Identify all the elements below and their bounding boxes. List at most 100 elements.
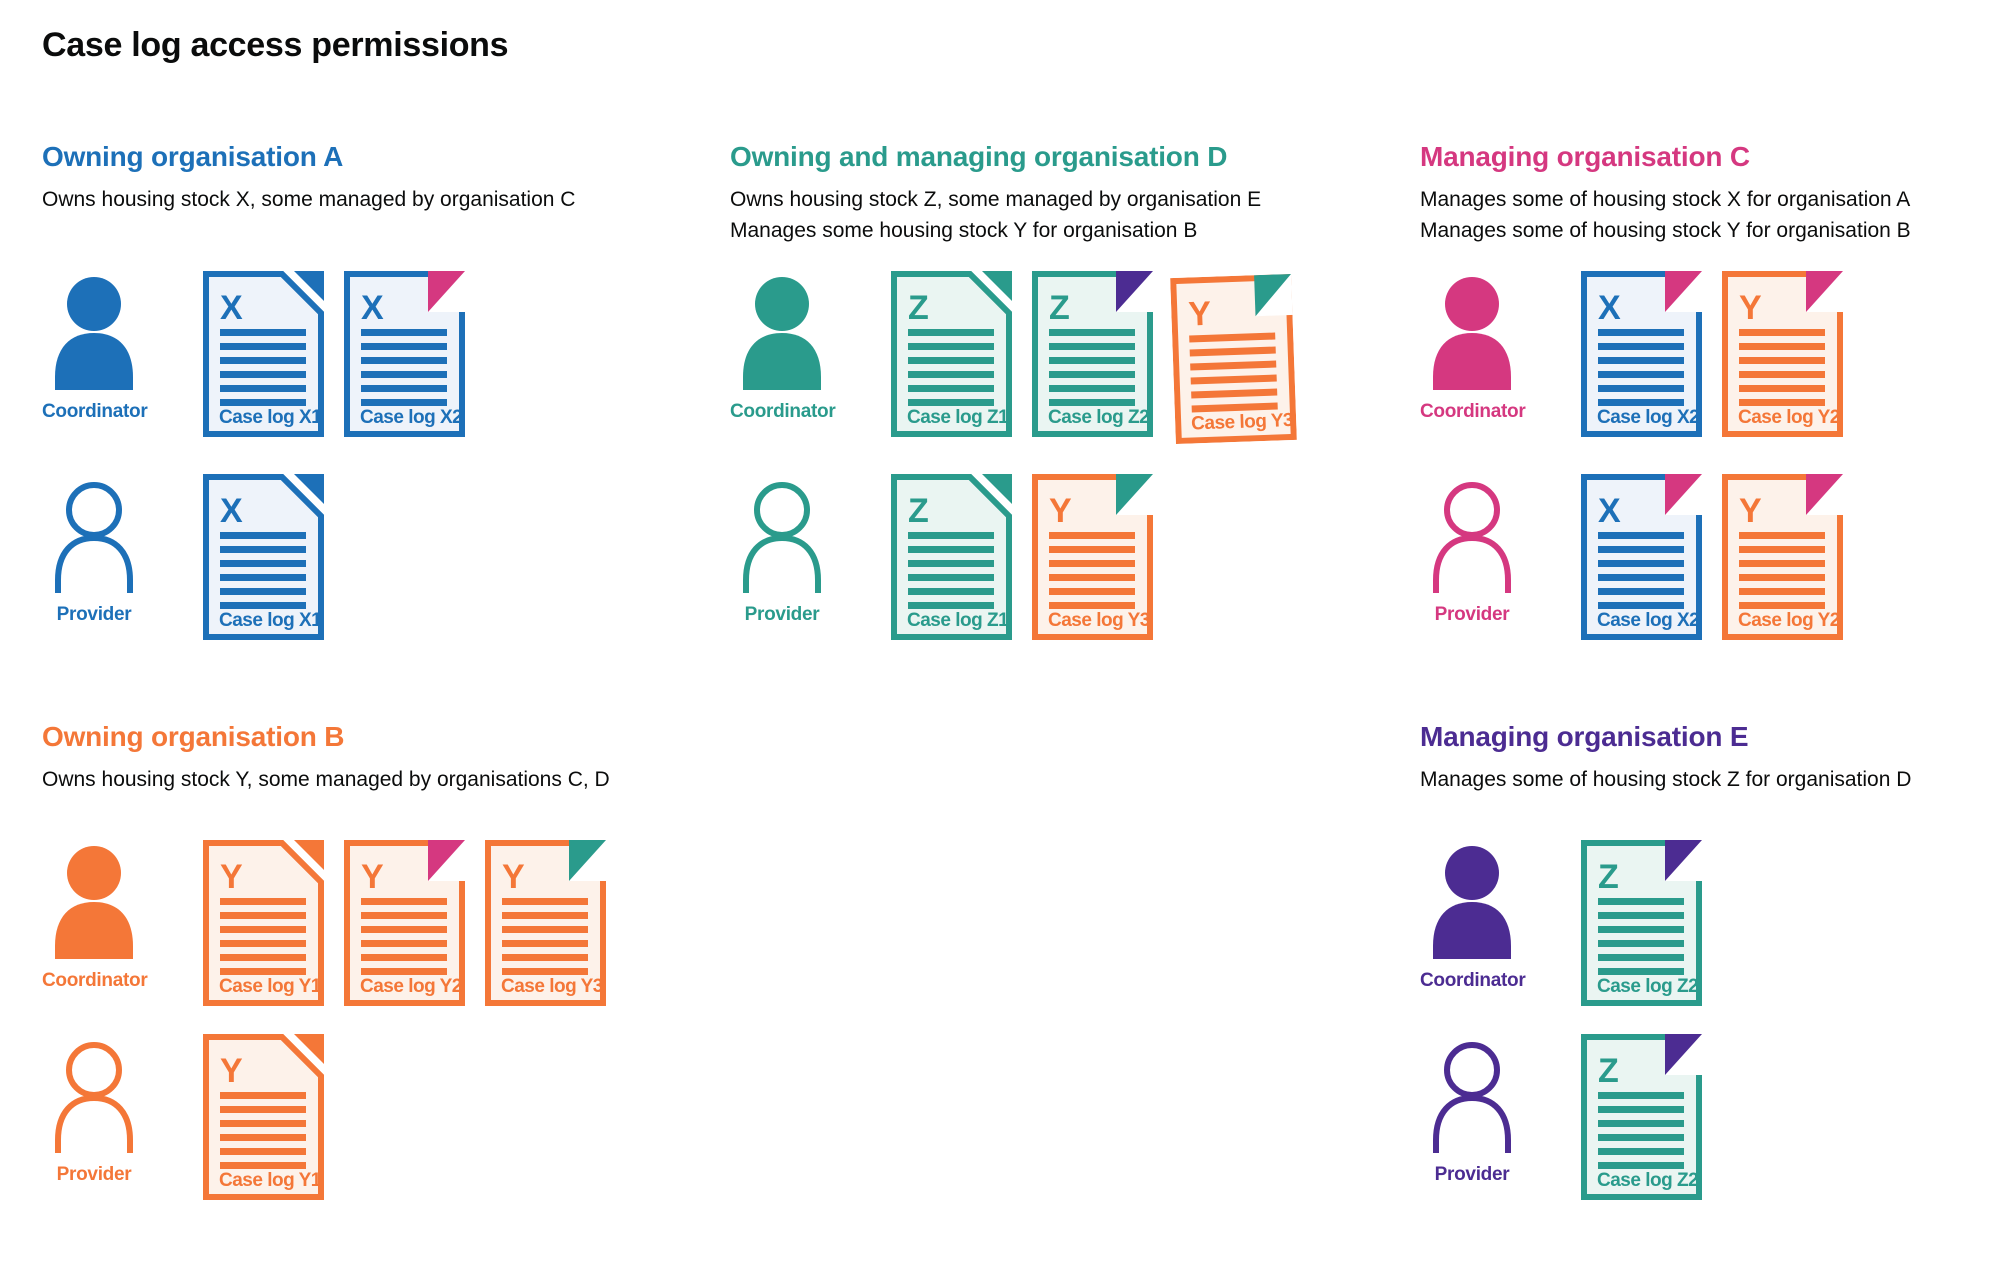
doc-letter: X [361, 289, 384, 327]
doc-label: Case log Y2 [1738, 610, 1840, 631]
doc-text-line [1739, 574, 1825, 581]
doc-text-line [1190, 360, 1277, 371]
doc-text-line [1598, 898, 1684, 905]
doc-text-line [502, 968, 588, 975]
doc-text-line [1049, 546, 1135, 553]
doc-letter: Y [220, 858, 243, 896]
person-outline-glyph [743, 482, 821, 593]
provider-row: Provider X Case log X2 Y Case log Y2 [1420, 472, 1863, 640]
doc-case-log-y2: Y Case log Y2 [344, 838, 466, 1006]
person-filled-glyph [1433, 846, 1511, 959]
doc-text-line [1598, 560, 1684, 567]
section-description: Owns housing stock X, some managed by or… [42, 184, 575, 215]
folded-corner-icon [1665, 271, 1702, 312]
doc-text-line [1191, 388, 1278, 399]
doc-text-line [220, 940, 306, 947]
doc-text-line [502, 954, 588, 961]
doc-text-line [220, 898, 306, 905]
doc-text-line [1598, 1148, 1684, 1155]
coordinator-person: Coordinator [1420, 840, 1581, 992]
doc-case-log-y1: Y Case log Y1 [203, 1034, 324, 1200]
coordinator-icon [1420, 840, 1524, 964]
doc-case-log-z2: Z Case log Z2 [1581, 1032, 1703, 1200]
doc-text-line [220, 371, 306, 378]
doc-text-line [220, 588, 306, 595]
doc-text-line [220, 574, 306, 581]
doc-text-line [1598, 968, 1684, 975]
section-description: Manages some of housing stock X for orga… [1420, 184, 1911, 246]
provider-icon [1420, 474, 1524, 598]
doc-text-line [1739, 343, 1825, 350]
doc-text-line [1049, 343, 1135, 350]
coordinator-person: Coordinator [730, 271, 891, 423]
person-filled-glyph [55, 277, 133, 390]
doc-text-line [220, 1092, 306, 1099]
doc-text-line [1598, 602, 1684, 609]
doc-text-line [1598, 357, 1684, 364]
doc-case-log-y3: Y Case log Y3 [485, 838, 607, 1006]
doc-text-line [1049, 532, 1135, 539]
doc-label: Case log Z1 [907, 610, 1009, 631]
folded-corner-icon [1806, 474, 1843, 515]
doc-case-log-x2: X Case log X2 [344, 269, 466, 437]
doc-text-line [220, 1148, 306, 1155]
section-heading: Managing organisation E [1420, 721, 1749, 752]
folded-corner-icon [428, 840, 465, 881]
doc-text-line [908, 574, 994, 581]
doc-text-line [220, 399, 306, 406]
section-heading: Managing organisation C [1420, 141, 1750, 172]
person-filled-glyph [1433, 277, 1511, 390]
provider-person: Provider [730, 474, 891, 626]
provider-icon [42, 1034, 146, 1158]
doc-letter: X [1598, 492, 1621, 530]
coordinator-label: Coordinator [1420, 970, 1526, 991]
doc-text-line [1598, 940, 1684, 947]
folded-corner-icon [1665, 1034, 1702, 1075]
folded-corner-icon [294, 271, 324, 301]
section-description: Owns housing stock Y, some managed by or… [42, 764, 610, 795]
doc-case-log-x1: X Case log X1 [203, 474, 324, 640]
doc-text-line [1739, 399, 1825, 406]
doc-text-line [220, 357, 306, 364]
doc-case-log-x1: X Case log X1 [203, 271, 324, 437]
doc-text-line [361, 912, 447, 919]
doc-case-log-y3: Y Case log Y3 [1170, 271, 1297, 445]
doc-case-log-y3: Y Case log Y3 [1032, 472, 1154, 640]
doc-text-line [361, 926, 447, 933]
doc-text-line [220, 926, 306, 933]
doc-letter: Y [1188, 295, 1212, 334]
person-filled-glyph [743, 277, 821, 390]
doc-text-line [220, 954, 306, 961]
doc-letter: Y [1049, 492, 1072, 530]
person-filled-glyph [55, 846, 133, 959]
doc-text-line [361, 898, 447, 905]
folded-corner-icon [294, 1034, 324, 1064]
doc-text-line [1049, 329, 1135, 336]
doc-text-line [1598, 371, 1684, 378]
person-outline-glyph [55, 482, 133, 593]
doc-text-line [220, 385, 306, 392]
doc-text-line [1049, 560, 1135, 567]
doc-text-line [1739, 371, 1825, 378]
doc-text-line [908, 329, 994, 336]
person-outline-glyph [1433, 482, 1511, 593]
section-description-line: Manages some of housing stock X for orga… [1420, 188, 1911, 211]
doc-text-line [1598, 954, 1684, 961]
doc-case-log-z2: Z Case log Z2 [1032, 269, 1154, 437]
doc-case-log-z2: Z Case log Z2 [1581, 838, 1703, 1006]
doc-case-log-x2: X Case log X2 [1581, 472, 1703, 640]
doc-case-log-y1: Y Case log Y1 [203, 840, 324, 1006]
folded-corner-icon [294, 840, 324, 870]
doc-label: Case log Z2 [1597, 1170, 1698, 1191]
doc-text-line [908, 399, 994, 406]
coordinator-row: Coordinator Z Case log Z2 [1420, 838, 1722, 1006]
section-org-b: Owning organisation B Owns housing stock … [42, 720, 622, 1280]
doc-text-line [220, 560, 306, 567]
doc-label: Case log Y2 [1738, 407, 1840, 428]
provider-icon [1420, 1034, 1524, 1158]
doc-text-line [220, 602, 306, 609]
doc-letter: X [220, 289, 243, 327]
provider-person: Provider [42, 474, 203, 626]
doc-letter: Y [1739, 289, 1762, 327]
doc-text-line [361, 954, 447, 961]
